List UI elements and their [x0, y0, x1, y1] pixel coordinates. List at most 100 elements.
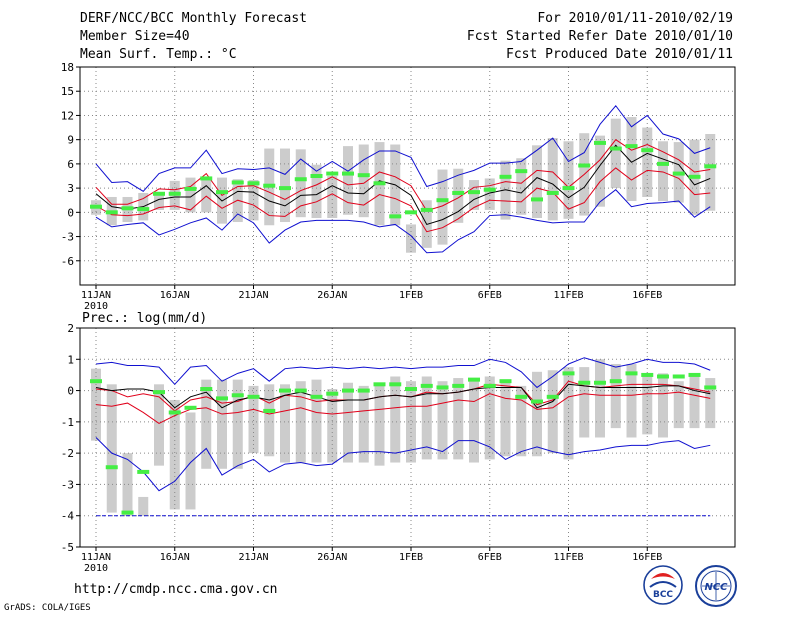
observation-marker [405, 387, 417, 392]
plot-frame [79, 66, 736, 286]
spread-box [138, 496, 149, 516]
spread-box [358, 385, 369, 463]
agency-logos: BCC NCC [643, 565, 737, 607]
spread-box [154, 192, 164, 210]
x-tick-label: 26JAN [317, 552, 347, 563]
observation-marker [641, 148, 654, 153]
observation-marker [279, 186, 291, 191]
observation-marker [105, 465, 118, 470]
observation-marker [357, 173, 370, 178]
observation-marker [436, 198, 449, 203]
observation-marker [121, 206, 134, 211]
ensemble-max-line [95, 357, 711, 389]
spread-box [547, 370, 558, 454]
observation-marker [578, 380, 591, 385]
spread-box [689, 374, 700, 429]
observation-marker [609, 379, 622, 384]
spread-box [327, 389, 338, 463]
observation-marker [609, 146, 622, 151]
spread-box [673, 381, 684, 429]
x-tick-label: 11FEB [553, 552, 583, 563]
y-tick-label: -3 [61, 231, 74, 244]
source-url[interactable]: http://cmdp.ncc.cma.gov.cn [74, 582, 278, 597]
observation-marker [279, 388, 291, 393]
observation-marker [641, 372, 654, 377]
x-tick-label: 21JAN [238, 290, 268, 301]
bcc-logo-text: BCC [653, 590, 673, 600]
observation-marker [420, 383, 433, 388]
observation-marker [704, 385, 717, 390]
observation-marker [216, 190, 228, 195]
observation-marker [578, 163, 591, 168]
spread-box [248, 180, 259, 221]
observation-marker [546, 190, 559, 195]
spread-box [169, 399, 180, 510]
y-tick-label: -1 [61, 416, 74, 429]
spread-box [658, 373, 668, 438]
observation-marker [294, 177, 307, 182]
observation-marker [326, 171, 339, 176]
observation-marker [562, 186, 575, 191]
observation-marker [263, 183, 276, 188]
spread-box [421, 376, 432, 460]
spread-box [532, 145, 542, 218]
forecast-start-date: Fcst Started Refer Date 2010/01/10 [466, 29, 733, 44]
observation-marker [468, 190, 480, 195]
observation-marker [594, 140, 606, 145]
y-tick-label: -3 [61, 478, 74, 491]
observation-marker [515, 169, 528, 174]
observation-marker [168, 410, 181, 415]
observation-marker [688, 372, 701, 377]
spread-box [484, 376, 495, 460]
observation-marker [531, 197, 543, 202]
spread-box [469, 180, 479, 210]
observation-marker [105, 210, 118, 215]
observation-marker [153, 191, 165, 196]
observation-marker [704, 164, 717, 169]
observation-marker [531, 399, 543, 404]
chart-panel-2: 2 1 0 -1 -2 -3 -4 -5 11JAN 16JAN 21JAN 26JAN 1FEB 6FE… [61, 311, 736, 574]
x-tick-label: 1FEB [399, 290, 423, 301]
year-label: 2010 [84, 301, 108, 312]
y-tick-label: 18 [61, 61, 74, 74]
observation-marker [137, 469, 150, 474]
spread-box [610, 118, 621, 189]
x-tick-label: 16JAN [160, 552, 190, 563]
observation-marker [483, 187, 496, 192]
observation-marker [499, 379, 512, 384]
observation-marker [546, 394, 559, 399]
spread-box [705, 134, 716, 211]
grads-credit: GrADS: COLA/IGES [4, 603, 91, 613]
member-size-label: Member Size=40 [80, 29, 190, 44]
ensemble-min-line [95, 437, 711, 492]
ensemble-mean-line [95, 144, 711, 226]
spread-box [642, 373, 653, 435]
y-tick-label: 0 [67, 385, 74, 398]
observation-marker [373, 181, 386, 186]
spread-box [406, 381, 416, 463]
figure-title: DERF/NCC/BCC Monthly Forecast [80, 11, 307, 26]
observation-marker [294, 388, 307, 393]
observation-marker [389, 382, 402, 387]
spread-box [437, 381, 448, 460]
observation-marker [231, 180, 244, 185]
spread-box [626, 363, 637, 438]
observation-marker [247, 181, 260, 186]
spread-box [217, 379, 227, 469]
ncc-logo: NCC [695, 565, 737, 607]
ensemble-upper-line [95, 138, 711, 212]
y-tick-label: 0 [67, 206, 74, 219]
y-tick-label: 12 [61, 109, 74, 122]
precip-panel-title: Prec.: log(mm/d) [82, 311, 207, 326]
x-tick-label: 11JAN [81, 290, 111, 301]
ensemble-max-line [95, 104, 711, 192]
x-tick-label: 6FEB [478, 552, 502, 563]
observation-marker [90, 204, 102, 209]
spread-box [106, 384, 117, 513]
observation-marker [200, 176, 213, 181]
spread-box [469, 381, 479, 463]
observation-marker [90, 379, 102, 384]
observation-marker [168, 191, 181, 196]
y-tick-label: 2 [67, 322, 74, 335]
